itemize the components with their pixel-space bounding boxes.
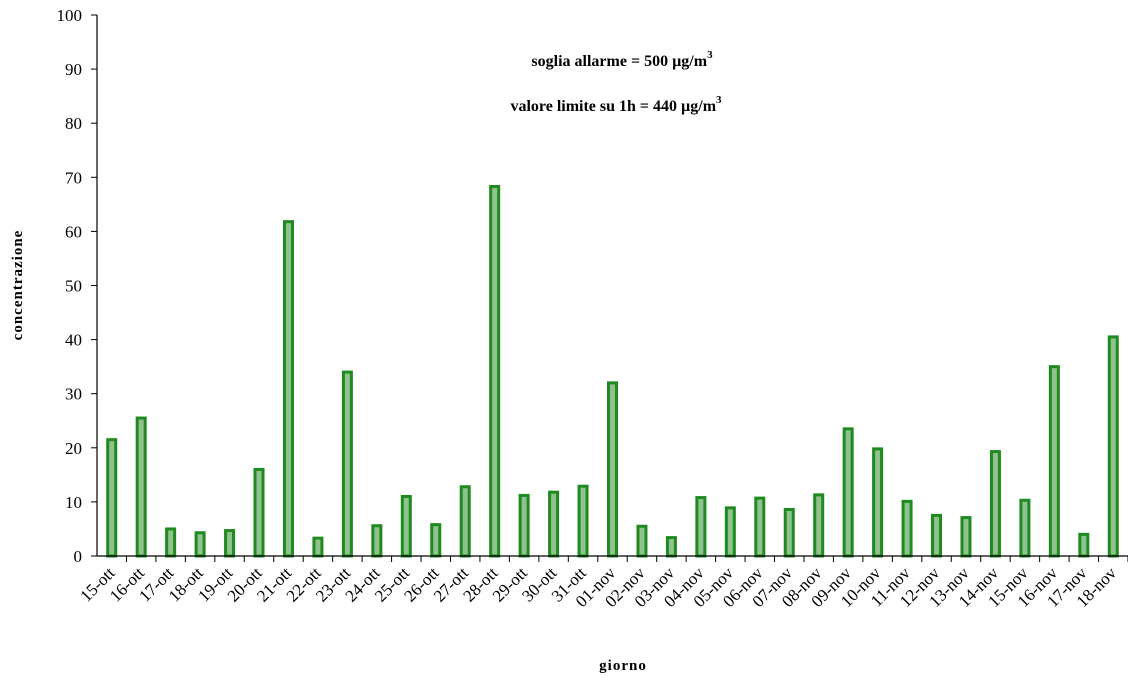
y-tick-label: 90 bbox=[65, 60, 82, 79]
bar-01-nov bbox=[607, 381, 618, 558]
bar-26-ott bbox=[430, 523, 442, 558]
bar-27-ott bbox=[459, 485, 471, 558]
bar-08-nov bbox=[813, 493, 825, 558]
annotation-hourly-limit-sup: 3 bbox=[716, 94, 722, 106]
bar-23-ott bbox=[341, 370, 353, 558]
bar-10-nov bbox=[872, 447, 884, 558]
bar-15-nov bbox=[1019, 498, 1031, 558]
bar-16-ott bbox=[135, 416, 147, 558]
bar-19-ott bbox=[224, 529, 236, 558]
annotation-hourly-limit: valore limite su 1h = 440 µg/m3 bbox=[510, 94, 722, 115]
y-axis-title: concentrazione bbox=[10, 230, 26, 341]
y-tick-label: 20 bbox=[65, 439, 82, 458]
x-axis-title: giorno bbox=[599, 658, 647, 674]
y-tick-label: 40 bbox=[65, 331, 82, 350]
bars-group bbox=[106, 184, 1119, 558]
bar-15-ott bbox=[106, 438, 118, 558]
bar-21-ott bbox=[282, 220, 294, 558]
bar-02-nov bbox=[636, 524, 648, 558]
bar-16-nov bbox=[1048, 365, 1060, 558]
y-tick-label: 50 bbox=[65, 277, 82, 296]
annotation-alarm-threshold-text: soglia allarme = 500 µg/m bbox=[531, 53, 707, 70]
annotation-hourly-limit-text: valore limite su 1h = 440 µg/m bbox=[510, 98, 716, 115]
bar-13-nov bbox=[960, 516, 972, 558]
bar-14-nov bbox=[989, 450, 1001, 558]
bar-09-nov bbox=[842, 427, 854, 558]
y-tick-label: 80 bbox=[65, 114, 82, 133]
annotation-alarm-threshold-sup: 3 bbox=[707, 49, 713, 61]
bar-07-nov bbox=[783, 507, 795, 558]
bar-05-nov bbox=[724, 506, 736, 558]
annotation-alarm-threshold: soglia allarme = 500 µg/m3 bbox=[531, 49, 713, 70]
bar-30-ott bbox=[548, 490, 560, 558]
bar-18-nov bbox=[1107, 335, 1119, 558]
bar-11-nov bbox=[901, 499, 913, 558]
bar-17-nov bbox=[1078, 532, 1090, 558]
y-tick-label: 0 bbox=[74, 547, 83, 566]
bar-03-nov bbox=[665, 536, 677, 558]
y-tick-label: 100 bbox=[57, 6, 83, 25]
y-axis-ticks: 0 10 20 30 40 50 60 70 80 90 100 bbox=[57, 6, 97, 566]
bar-06-nov bbox=[754, 496, 766, 558]
bar-12-nov bbox=[931, 513, 943, 558]
bar-04-nov bbox=[695, 496, 707, 558]
bar-18-ott bbox=[194, 531, 206, 558]
bar-20-ott bbox=[253, 467, 265, 558]
bar-31-ott bbox=[577, 484, 589, 558]
bar-22-ott bbox=[312, 536, 324, 558]
x-axis-ticks: 15-ott16-ott17-ott18-ott19-ott20-ott21-o… bbox=[76, 556, 1128, 611]
bar-17-ott bbox=[165, 527, 177, 558]
bar-28-ott bbox=[489, 184, 501, 558]
y-tick-label: 60 bbox=[65, 222, 82, 241]
y-tick-label: 10 bbox=[65, 493, 82, 512]
bar-24-ott bbox=[371, 524, 383, 558]
bar-25-ott bbox=[400, 494, 412, 558]
bar-29-ott bbox=[518, 493, 530, 558]
y-tick-label: 70 bbox=[65, 168, 82, 187]
y-tick-label: 30 bbox=[65, 385, 82, 404]
